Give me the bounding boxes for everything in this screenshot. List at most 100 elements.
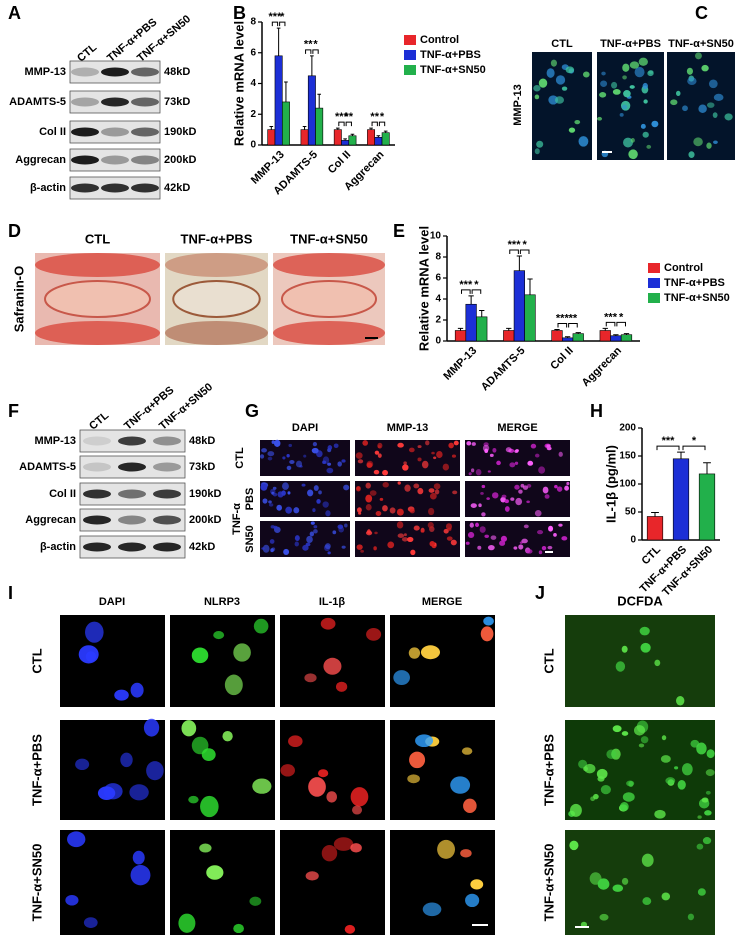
legend-label: TNF-α+PBS: [420, 49, 481, 61]
blot-band: [153, 542, 181, 552]
column-label: TNF-α+SN50: [290, 231, 368, 246]
cell: [622, 792, 635, 802]
cell: [523, 524, 529, 529]
cell: [642, 897, 652, 906]
y-tick-label: 2: [435, 315, 441, 326]
cell: [425, 440, 430, 446]
significance-label: **: [569, 312, 578, 324]
size-label: 42kD: [164, 182, 190, 194]
legend-label: Control: [664, 262, 703, 274]
cell: [365, 494, 373, 503]
legend-label: TNF-α+PBS: [664, 277, 725, 289]
cell: [561, 536, 568, 541]
cell: [674, 766, 679, 770]
cell: [450, 539, 457, 546]
y-tick-label: 6: [435, 273, 441, 284]
bar: [315, 107, 324, 146]
cell: [442, 463, 450, 471]
significance-label: ***: [335, 111, 349, 123]
cell: [428, 507, 435, 516]
column-label: IL-1β: [319, 596, 346, 608]
error-bar: [613, 334, 619, 336]
error-bar: [527, 278, 533, 295]
cell: [642, 82, 648, 90]
size-label: 48kD: [164, 66, 190, 78]
bar: [513, 270, 525, 342]
cell: [433, 483, 441, 490]
cell: [554, 484, 558, 489]
blot-band: [71, 67, 99, 77]
cell: [548, 525, 554, 532]
cell: [477, 545, 482, 550]
cell: [260, 454, 265, 459]
cell: [277, 491, 284, 498]
cell: [322, 501, 329, 508]
cell: [321, 844, 338, 862]
panel-letter: H: [590, 401, 603, 421]
cell: [467, 531, 475, 539]
cell: [326, 467, 334, 474]
cell: [677, 779, 686, 790]
cell: [534, 453, 540, 458]
cell: [534, 148, 540, 155]
cell: [253, 618, 269, 634]
cell: [85, 621, 104, 643]
cell: [181, 720, 197, 737]
significance-bracket: [345, 121, 352, 127]
cell: [697, 815, 702, 819]
cell: [403, 461, 407, 465]
y-tick-label: 8: [435, 252, 441, 263]
cell: [480, 491, 484, 495]
cell: [320, 617, 336, 630]
significance-bracket: [509, 249, 519, 254]
bar: [374, 137, 383, 146]
cell: [294, 541, 299, 547]
cell: [327, 462, 332, 466]
blot-band: [83, 515, 111, 525]
significance-bracket: [371, 121, 378, 127]
bar: [503, 330, 515, 342]
tissue: [35, 321, 160, 345]
cell: [489, 453, 494, 458]
cell: [487, 470, 491, 473]
error-bar: [276, 27, 281, 56]
y-tick-label: 0: [435, 336, 441, 347]
y-axis-label: IL-1β (pg/ml): [603, 445, 618, 523]
tissue: [172, 280, 261, 318]
protein-label: β-actin: [30, 182, 66, 194]
protein-label: Aggrecan: [15, 154, 66, 166]
row-label: TNF-α+PBS: [541, 734, 556, 806]
cell: [558, 451, 563, 457]
error-bar: [602, 327, 608, 331]
cell: [622, 75, 627, 80]
significance-bracket: [338, 121, 345, 127]
legend-swatch: [404, 65, 416, 75]
cell: [404, 484, 411, 492]
cell: [267, 456, 273, 461]
error-bar: [457, 327, 464, 331]
cell: [469, 522, 474, 528]
cell: [132, 850, 145, 865]
tissue: [280, 280, 378, 318]
cell: [696, 742, 707, 755]
cell: [654, 809, 666, 819]
bar: [610, 335, 622, 342]
blot-band: [71, 183, 99, 193]
cell: [303, 454, 307, 458]
row-label: TNF-α+SN50: [29, 844, 44, 922]
cell: [415, 734, 434, 748]
cell: [463, 798, 477, 813]
cell: [310, 521, 315, 525]
y-tick-label: 4: [250, 78, 256, 89]
significance-bracket: [461, 289, 471, 294]
bar: [572, 333, 584, 342]
blot-strip: [69, 120, 161, 144]
cell: [537, 529, 544, 535]
cell: [427, 522, 434, 529]
error-bar: [564, 336, 571, 338]
cell: [316, 499, 321, 504]
cell: [332, 530, 337, 535]
cell: [333, 443, 339, 449]
cell: [682, 105, 688, 112]
column-label: NLRP3: [204, 596, 240, 608]
